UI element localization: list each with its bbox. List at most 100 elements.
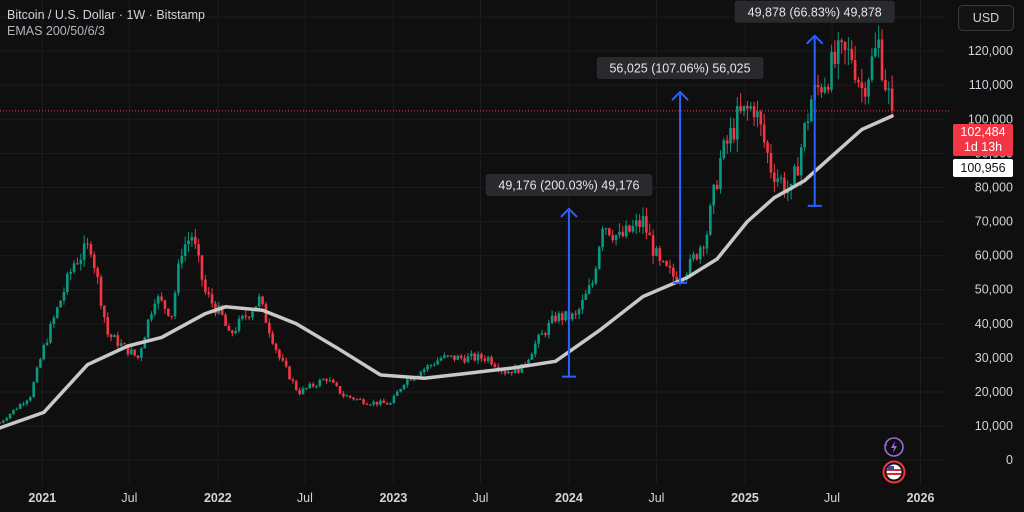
candle-down — [362, 399, 365, 404]
time-axis: 2021 Jul 2022 Jul 2023 Jul 2024 Jul 2025 Jul 2026 — [28, 491, 934, 505]
candle-down — [833, 51, 837, 64]
candle-down — [352, 397, 355, 400]
candle-down — [247, 316, 251, 318]
candle-up — [641, 216, 645, 228]
y-tick-label: 40,000 — [975, 317, 1013, 331]
candle-down — [298, 390, 301, 395]
candle-up — [705, 234, 709, 249]
candle-up — [28, 397, 32, 401]
candle-down — [358, 398, 362, 400]
candle-down — [651, 235, 655, 256]
candle-up — [305, 388, 308, 390]
candle-up — [540, 333, 544, 335]
candle-down — [365, 403, 369, 405]
candle-up — [466, 356, 470, 363]
candle-down — [459, 355, 463, 358]
candle-up — [8, 413, 12, 419]
candle-down — [294, 380, 298, 391]
candle-up — [345, 395, 349, 397]
candle-up — [402, 384, 406, 389]
ema-line — [0, 114, 894, 430]
candle-down — [850, 48, 854, 61]
candle-down — [311, 383, 315, 387]
indicator-label[interactable]: EMAS 200/50/6/3 — [7, 24, 105, 38]
candle-down — [739, 106, 742, 112]
chart-grid — [0, 0, 946, 484]
candle-up — [234, 330, 237, 334]
candle-up — [779, 177, 783, 179]
candle-down — [621, 231, 625, 237]
candle-down — [672, 267, 675, 277]
candle-up — [301, 388, 305, 395]
x-tick-label: 2022 — [204, 491, 232, 505]
candle-down — [820, 87, 823, 93]
y-tick-label: 120,000 — [968, 44, 1013, 58]
candles-layer — [0, 25, 894, 424]
candle-up — [32, 382, 35, 398]
currency-button[interactable]: USD — [958, 5, 1014, 31]
candle-up — [119, 343, 123, 346]
candle-down — [409, 379, 413, 381]
candle-up — [823, 86, 827, 93]
candle-up — [877, 39, 880, 48]
measure-label: 49,176 (200.03%) 49,176 — [498, 178, 639, 192]
candle-up — [806, 121, 810, 124]
candle-down — [167, 308, 170, 316]
candle-up — [25, 400, 29, 404]
candle-down — [193, 236, 197, 245]
candle-up — [887, 88, 891, 91]
y-tick-label: 30,000 — [975, 351, 1013, 365]
lightning-icon[interactable] — [883, 436, 905, 458]
candle-down — [325, 379, 328, 381]
candle-up — [412, 378, 416, 381]
candle-up — [577, 309, 581, 315]
x-tick-label: Jul — [648, 491, 664, 505]
candle-down — [106, 317, 110, 335]
x-tick-label: Jul — [121, 491, 137, 505]
candle-up — [328, 379, 332, 381]
candle-down — [560, 313, 564, 321]
candle-down — [86, 243, 89, 245]
candle-up — [698, 247, 702, 260]
candle-up — [867, 79, 870, 97]
candle-up — [140, 348, 143, 358]
symbol-title[interactable]: Bitcoin / U.S. Dollar · 1W · Bitstamp — [7, 8, 205, 22]
candle-up — [18, 404, 22, 409]
x-tick-label: 2026 — [907, 491, 935, 505]
candle-up — [187, 240, 190, 245]
candle-up — [439, 357, 443, 361]
candle-up — [688, 258, 692, 275]
candle-up — [537, 334, 540, 344]
x-tick-label: 2023 — [379, 491, 407, 505]
candle-up — [422, 369, 426, 372]
candle-up — [173, 292, 177, 317]
us-flag-icon[interactable] — [882, 460, 906, 484]
candle-down — [136, 355, 140, 358]
candle-up — [372, 401, 375, 405]
candle-down — [446, 355, 450, 357]
candle-down — [261, 296, 264, 305]
candle-down — [473, 353, 476, 361]
y-tick-label: 70,000 — [975, 215, 1013, 229]
candle-up — [42, 344, 46, 360]
candle-up — [237, 318, 241, 331]
candle-up — [587, 285, 591, 294]
candle-up — [749, 106, 753, 109]
candle-down — [665, 261, 668, 266]
candle-up — [449, 355, 453, 357]
candle-up — [624, 225, 628, 237]
candle-down — [759, 111, 763, 125]
candle-down — [544, 333, 547, 335]
candle-down — [863, 88, 867, 97]
candle-down — [264, 304, 268, 323]
candle-up — [618, 231, 621, 235]
candle-up — [557, 313, 561, 322]
candle-up — [547, 322, 551, 335]
candle-down — [210, 294, 214, 304]
candle-down — [816, 84, 820, 88]
candle-up — [429, 365, 433, 367]
candle-up — [180, 256, 184, 264]
candle-up — [183, 244, 187, 257]
candle-down — [227, 326, 231, 331]
